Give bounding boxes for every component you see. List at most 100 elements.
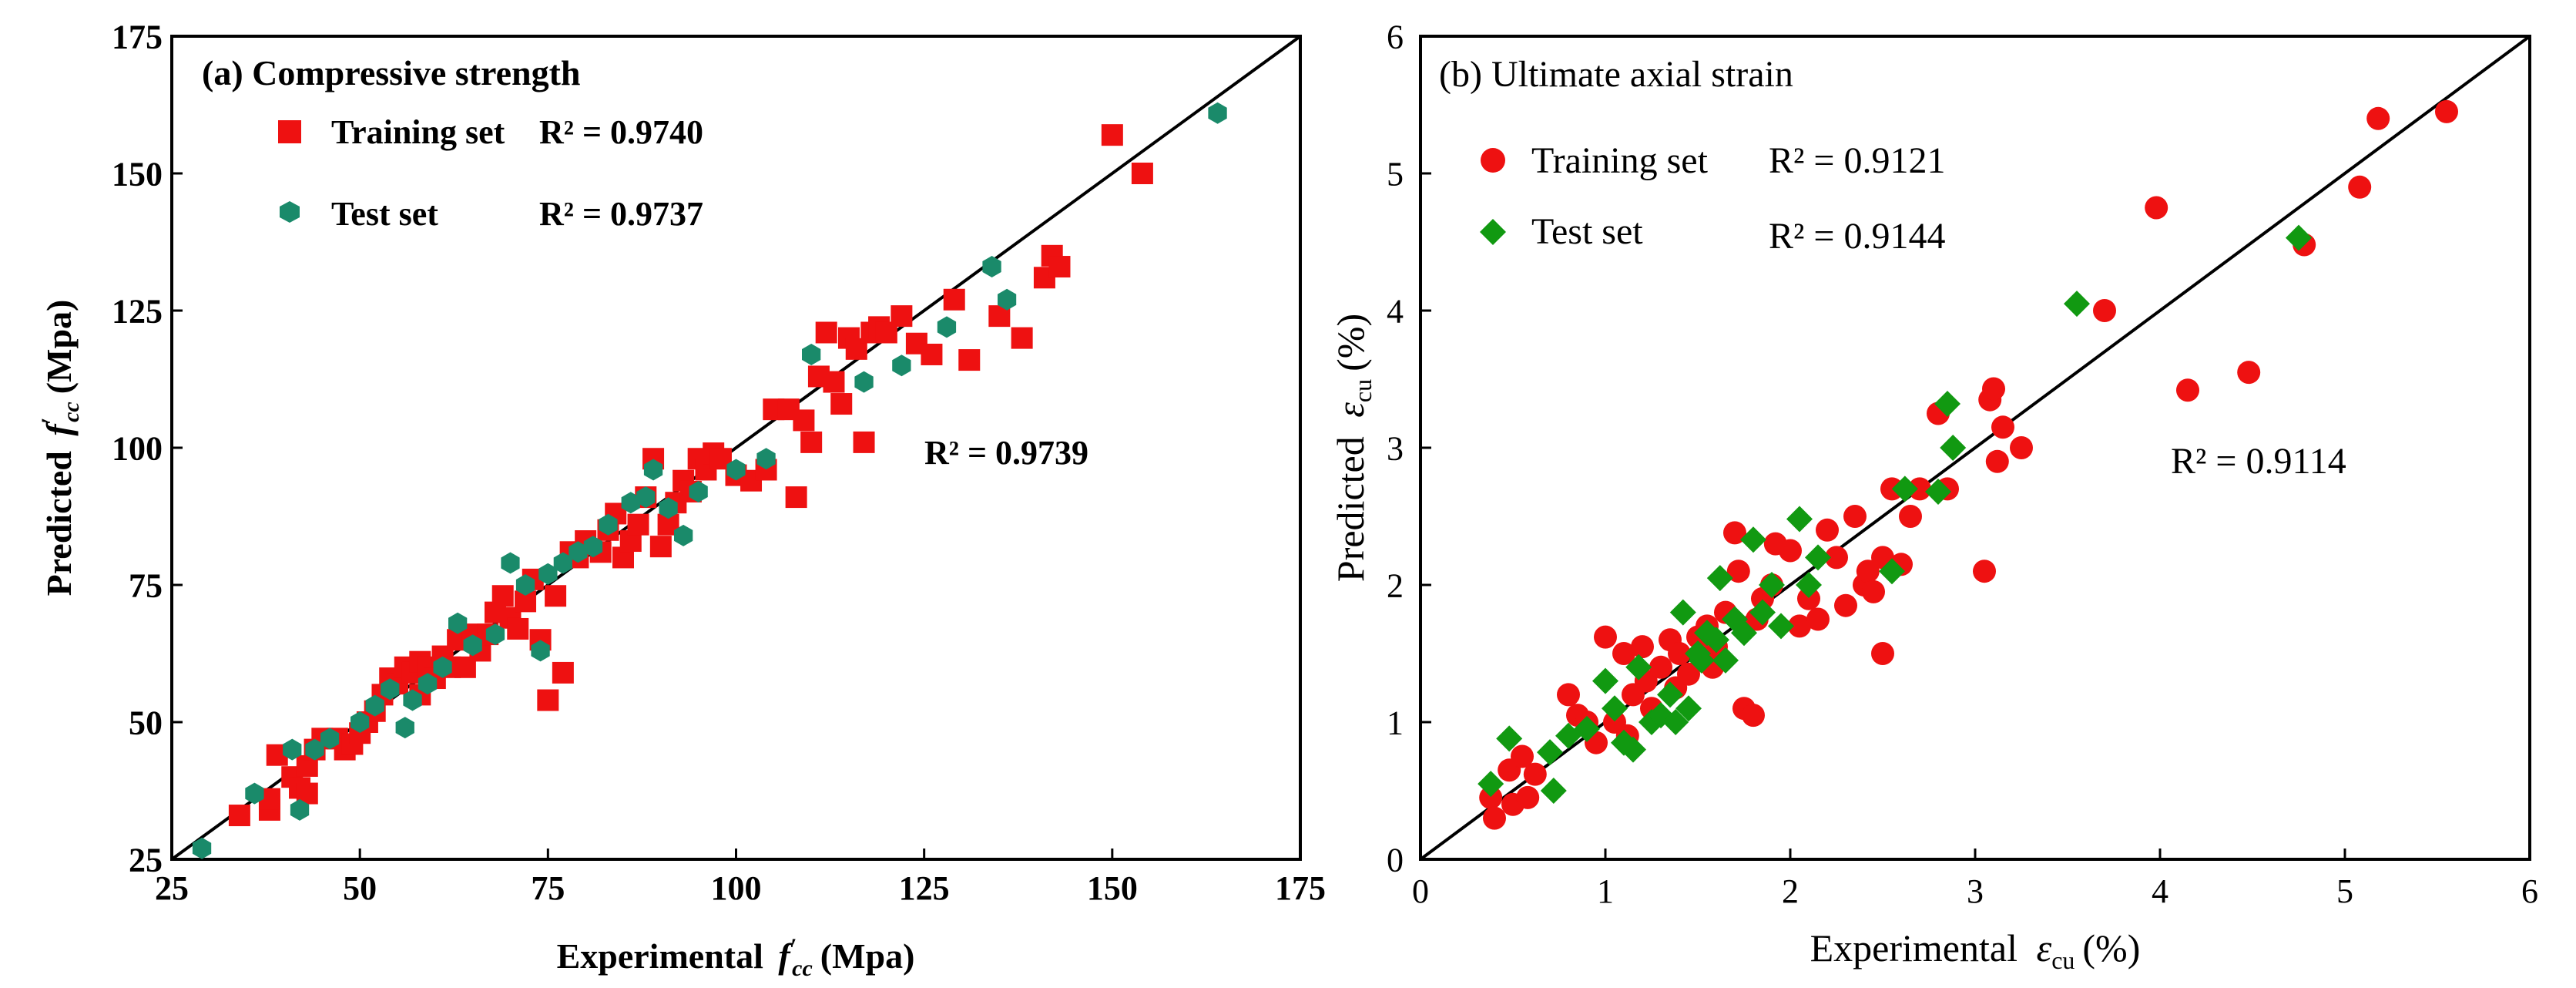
panel-b-overall-r2: R² = 0.9114 (2171, 441, 2346, 482)
test-point (1537, 739, 1563, 766)
panel-b-y-axis-label: Predicted εcu(%) (1329, 314, 1377, 582)
training-point (785, 486, 807, 509)
panel-a-legend-test-label: Test set (331, 195, 438, 233)
training-point (815, 321, 837, 344)
training-point (2435, 99, 2458, 123)
test-point (305, 738, 324, 761)
training-point (1834, 593, 1857, 617)
test-point (636, 486, 656, 509)
y-tick-label: 150 (112, 155, 163, 193)
test-point (320, 728, 340, 750)
test-point (1740, 526, 1766, 553)
training-point (891, 305, 913, 328)
panel-b-title: (b) Ultimate axial strain (1439, 54, 1793, 95)
training-point (649, 536, 672, 558)
test-point (351, 711, 370, 733)
x-tick-label: 3 (1967, 872, 1984, 910)
test-point (1759, 572, 1785, 598)
x-tick-label: 0 (1412, 872, 1429, 910)
panel-a-legend-train-marker (278, 120, 301, 143)
training-point (943, 288, 965, 311)
test-point (583, 536, 603, 558)
test-point (463, 634, 482, 657)
panel-b-legend-train-r2: R² = 0.9121 (1769, 140, 1945, 181)
test-point (1891, 476, 1918, 502)
training-point (1011, 327, 1033, 349)
y-tick-label: 3 (1387, 429, 1404, 467)
x-tick-label: 150 (1087, 869, 1138, 907)
training-point (1631, 635, 1654, 659)
x-tick-label: 175 (1275, 869, 1326, 907)
training-point (1557, 683, 1580, 707)
training-point (1871, 642, 1894, 665)
test-point (1703, 627, 1729, 654)
y-tick-label: 6 (1387, 18, 1404, 55)
training-point (2010, 436, 2033, 459)
y-tick-label: 75 (129, 566, 163, 604)
training-point (830, 393, 853, 415)
training-point (1668, 642, 1691, 665)
panel-a-legend-train-label: Training set (331, 113, 505, 151)
training-point (491, 585, 514, 607)
test-point (1934, 391, 1961, 418)
test-point (1625, 654, 1652, 681)
test-point (726, 459, 746, 481)
test-point (1620, 736, 1646, 763)
training-point (2348, 175, 2372, 199)
y-tick-label: 100 (112, 429, 163, 467)
training-point (1982, 377, 2005, 401)
test-point (1657, 681, 1683, 708)
panel-b-tick-labels: 0 1 2 3 4 5 6 0 1 2 3 4 5 6 (1387, 18, 2538, 910)
training-point (1612, 642, 1635, 665)
training-point (1723, 521, 1746, 545)
test-point (283, 738, 302, 761)
y-tick-label: 25 (129, 841, 163, 879)
test-point (2064, 291, 2090, 318)
test-point (1675, 695, 1702, 722)
test-point (403, 689, 422, 711)
test-point (1879, 558, 1905, 585)
x-tick-label: 50 (343, 869, 377, 907)
y-tick-label: 4 (1387, 292, 1404, 330)
training-point (1742, 704, 1765, 728)
test-point (1662, 709, 1689, 735)
test-point (433, 656, 452, 678)
test-point (1731, 620, 1757, 647)
training-point (1862, 580, 1885, 603)
y-tick-label: 0 (1387, 841, 1404, 879)
test-point (531, 640, 550, 662)
x-tick-label: 25 (155, 869, 189, 907)
panel-b-legend-train-marker (1481, 148, 1505, 173)
training-point (1973, 560, 1996, 583)
test-point (448, 612, 468, 634)
test-point (621, 492, 640, 514)
test-point (756, 448, 776, 470)
panel-b-ultimate-axial-strain: 0 1 2 3 4 5 6 0 1 2 3 4 5 6 (b) Ultimate axial strain… (1329, 18, 2538, 974)
training-point (1991, 415, 2014, 439)
panel-a-overall-r2: R² = 0.9739 (924, 434, 1088, 472)
test-point (418, 673, 438, 695)
panel-b-legend-test-marker (1480, 219, 1506, 245)
test-point (553, 552, 572, 574)
test-point (982, 256, 1001, 277)
test-point (1796, 572, 1822, 598)
test-point (1574, 715, 1600, 742)
panel-a-y-axis-label: Predicted f′cc(Mpa) (37, 300, 84, 596)
test-point (689, 481, 708, 502)
test-point (1712, 647, 1739, 674)
x-tick-label: 2 (1782, 872, 1799, 910)
panel-b-x-axis-label: Experimental εcu (%) (1810, 926, 2141, 974)
training-point (1101, 124, 1123, 146)
test-point (290, 798, 310, 821)
training-point (800, 431, 823, 453)
training-point (853, 431, 875, 453)
training-point (1511, 744, 1534, 768)
training-point (823, 371, 845, 393)
test-point (1786, 506, 1813, 533)
panel-a-legend-test-marker (280, 201, 300, 223)
training-point (1856, 560, 1880, 583)
x-tick-label: 6 (2521, 872, 2538, 910)
test-point (381, 678, 400, 701)
training-point (228, 805, 250, 827)
